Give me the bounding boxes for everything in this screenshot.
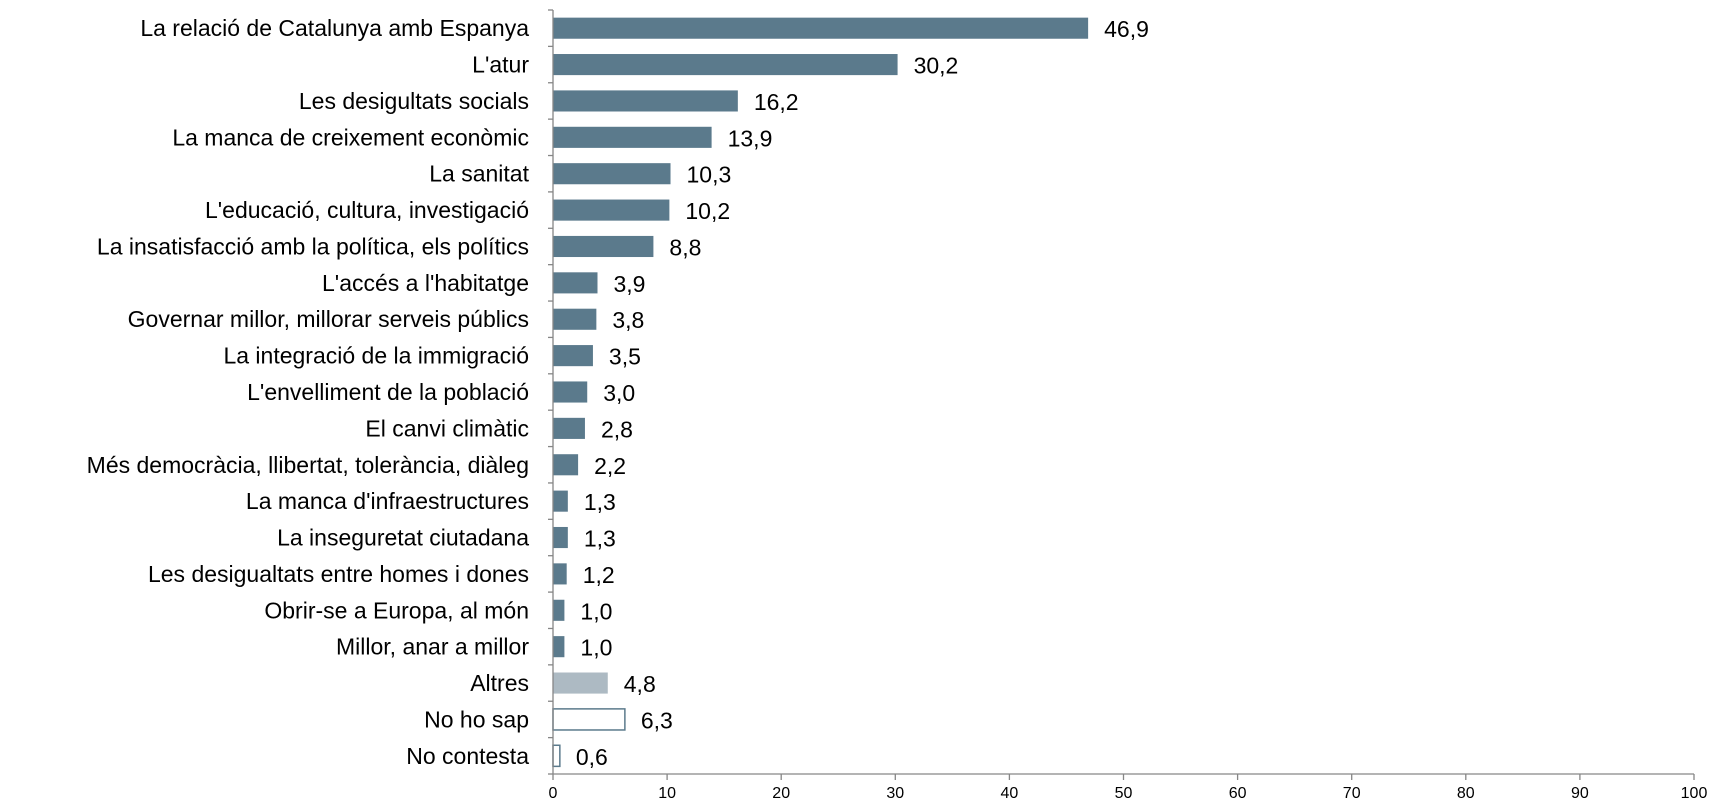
category-label: Obrir-se a Europa, al món xyxy=(264,597,529,623)
value-label: 4,8 xyxy=(624,671,656,697)
x-tick-label: 40 xyxy=(1001,785,1019,802)
value-labels-group: 46,9 30,2 16,2 13,9 10,3 10,2 8,8 3,9 3,8 3,5 3,0 2… xyxy=(576,16,1149,770)
bar-16 xyxy=(553,563,567,585)
bar-7 xyxy=(553,235,654,258)
category-label: L'accés a l'habitatge xyxy=(322,270,529,296)
value-label: 10,3 xyxy=(687,162,732,188)
bar-5 xyxy=(553,163,671,185)
bar-20 xyxy=(552,708,626,731)
bar-3 xyxy=(553,90,738,112)
x-tick-labels-group: 0 10 20 30 40 50 60 70 80 90 100 xyxy=(549,785,1708,802)
value-label: 8,8 xyxy=(669,234,701,260)
value-label: 46,9 xyxy=(1104,16,1149,42)
category-label: L'educació, cultura, investigació xyxy=(205,197,529,223)
x-tick-label: 70 xyxy=(1343,785,1361,802)
bar-12 xyxy=(553,417,585,439)
category-label: La insatisfacció amb la política, els po… xyxy=(97,233,529,259)
x-tick-label: 90 xyxy=(1571,785,1589,802)
bar-14 xyxy=(553,490,568,512)
category-label: No ho sap xyxy=(424,706,529,732)
value-label: 0,6 xyxy=(576,744,608,770)
value-label: 6,3 xyxy=(641,707,673,733)
value-label: 10,2 xyxy=(685,198,730,224)
value-label: 1,3 xyxy=(584,526,616,552)
x-tick-label: 30 xyxy=(886,785,904,802)
value-label: 3,9 xyxy=(614,271,646,297)
value-label: 3,8 xyxy=(612,307,644,333)
category-labels-group: La relació de Catalunya amb Espanya L'atu… xyxy=(87,15,530,769)
value-label: 13,9 xyxy=(728,125,773,151)
bar-9 xyxy=(553,308,597,330)
x-tick-label: 50 xyxy=(1115,785,1133,802)
axes-group xyxy=(548,9,1695,780)
bar-21 xyxy=(552,744,561,768)
category-label: Altres xyxy=(470,670,529,696)
value-label: 30,2 xyxy=(914,53,959,79)
category-label: La integració de la immigració xyxy=(223,343,529,369)
category-label: Les desigualtats entre homes i dones xyxy=(148,561,529,587)
value-label: 2,2 xyxy=(594,453,626,479)
value-label: 16,2 xyxy=(754,89,799,115)
category-label: L'envelliment de la població xyxy=(247,379,529,405)
value-label: 1,2 xyxy=(583,562,615,588)
x-tick-label: 80 xyxy=(1457,785,1475,802)
bar-11 xyxy=(553,381,588,403)
bar-8 xyxy=(553,272,598,294)
bar-4 xyxy=(553,126,712,148)
x-tick-label: 60 xyxy=(1229,785,1247,802)
value-label: 1,3 xyxy=(584,489,616,515)
category-label: Millor, anar a millor xyxy=(336,634,529,660)
category-label: La inseguretat ciutadana xyxy=(277,525,529,551)
bar-17 xyxy=(553,599,565,621)
category-label: La sanitat xyxy=(429,161,529,187)
bar-1 xyxy=(553,17,1089,39)
x-tick-label: 10 xyxy=(658,785,676,802)
x-tick-label: 0 xyxy=(549,785,558,802)
category-label: Més democràcia, llibertat, tolerància, d… xyxy=(87,452,529,478)
category-label: La relació de Catalunya amb Espanya xyxy=(140,15,529,41)
x-tick-label: 20 xyxy=(772,785,790,802)
category-label: El canvi climàtic xyxy=(365,415,529,441)
bar-18 xyxy=(553,636,565,658)
bar-19 xyxy=(553,672,608,694)
category-label: L'atur xyxy=(472,52,529,78)
category-label: No contesta xyxy=(406,743,529,769)
value-label: 3,0 xyxy=(603,380,635,406)
bar-15 xyxy=(553,526,568,549)
value-label: 3,5 xyxy=(609,344,641,370)
bar-13 xyxy=(553,454,579,476)
bar-2 xyxy=(553,54,898,76)
category-label: La manca de creixement econòmic xyxy=(172,124,529,150)
x-tick-label: 100 xyxy=(1681,785,1708,802)
category-label: La manca d'infraestructures xyxy=(246,488,529,514)
category-label: Les desigultats socials xyxy=(299,88,529,114)
bar-10 xyxy=(553,345,593,367)
bar-6 xyxy=(553,199,670,221)
value-label: 2,8 xyxy=(601,416,633,442)
category-label: Governar millor, millorar serveis públic… xyxy=(128,306,529,332)
value-label: 1,0 xyxy=(580,598,612,624)
value-label: 1,0 xyxy=(580,635,612,661)
bars-group xyxy=(552,17,1089,768)
